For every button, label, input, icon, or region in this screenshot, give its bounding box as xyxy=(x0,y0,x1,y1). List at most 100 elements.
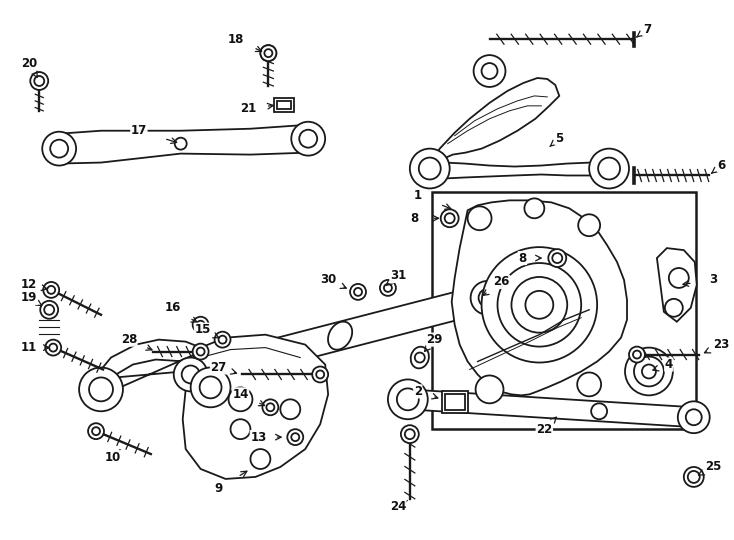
Circle shape xyxy=(316,370,324,379)
Circle shape xyxy=(688,471,700,483)
Circle shape xyxy=(266,403,275,411)
Circle shape xyxy=(261,45,276,61)
Circle shape xyxy=(512,277,567,333)
Circle shape xyxy=(634,356,664,387)
Circle shape xyxy=(40,301,58,319)
Circle shape xyxy=(684,467,704,487)
Circle shape xyxy=(552,253,562,263)
Circle shape xyxy=(642,364,656,379)
Text: 1: 1 xyxy=(414,189,422,202)
Circle shape xyxy=(299,130,317,147)
Text: 24: 24 xyxy=(390,500,406,514)
Circle shape xyxy=(174,357,208,392)
Circle shape xyxy=(261,45,276,61)
Polygon shape xyxy=(657,248,697,322)
Circle shape xyxy=(473,55,506,87)
Text: 23: 23 xyxy=(713,338,730,351)
Circle shape xyxy=(388,380,428,419)
Text: 19: 19 xyxy=(21,292,37,305)
Circle shape xyxy=(482,247,597,362)
Circle shape xyxy=(498,263,581,347)
Bar xyxy=(277,101,291,109)
Circle shape xyxy=(476,375,504,403)
Circle shape xyxy=(591,403,607,419)
Circle shape xyxy=(629,347,645,362)
Circle shape xyxy=(197,321,205,329)
Text: 21: 21 xyxy=(240,103,257,116)
Circle shape xyxy=(598,158,620,179)
Circle shape xyxy=(182,366,200,383)
Polygon shape xyxy=(432,78,559,163)
Text: 25: 25 xyxy=(705,461,722,474)
Polygon shape xyxy=(59,125,308,164)
Circle shape xyxy=(625,348,673,395)
Circle shape xyxy=(665,299,683,317)
Circle shape xyxy=(470,281,504,315)
Circle shape xyxy=(228,387,252,411)
Text: 17: 17 xyxy=(131,124,147,137)
Circle shape xyxy=(79,368,123,411)
Circle shape xyxy=(200,376,222,399)
Text: 22: 22 xyxy=(537,423,553,436)
Circle shape xyxy=(49,343,57,352)
Circle shape xyxy=(633,350,641,359)
Circle shape xyxy=(548,249,566,267)
Ellipse shape xyxy=(411,347,429,368)
Circle shape xyxy=(44,305,54,315)
Circle shape xyxy=(230,419,250,439)
Circle shape xyxy=(197,348,205,355)
Text: 18: 18 xyxy=(228,33,244,46)
Text: 29: 29 xyxy=(426,333,443,346)
Circle shape xyxy=(89,377,113,401)
Circle shape xyxy=(577,373,601,396)
Circle shape xyxy=(415,353,425,362)
Circle shape xyxy=(250,449,270,469)
Text: 10: 10 xyxy=(105,450,121,463)
Circle shape xyxy=(192,317,208,333)
Circle shape xyxy=(401,425,419,443)
Circle shape xyxy=(350,284,366,300)
Polygon shape xyxy=(183,335,328,479)
Polygon shape xyxy=(451,200,627,395)
Circle shape xyxy=(219,336,227,343)
Circle shape xyxy=(419,158,440,179)
Circle shape xyxy=(669,268,688,288)
Bar xyxy=(445,394,465,410)
Circle shape xyxy=(287,429,303,445)
Circle shape xyxy=(354,288,362,296)
Polygon shape xyxy=(93,340,206,400)
Text: 31: 31 xyxy=(390,269,406,282)
Bar xyxy=(432,192,696,429)
Circle shape xyxy=(191,368,230,407)
Circle shape xyxy=(445,213,454,223)
Circle shape xyxy=(526,291,553,319)
Circle shape xyxy=(30,72,48,90)
Text: 11: 11 xyxy=(21,341,37,354)
Circle shape xyxy=(280,400,300,419)
Circle shape xyxy=(264,49,272,57)
Circle shape xyxy=(312,367,328,382)
Circle shape xyxy=(47,286,55,294)
Circle shape xyxy=(291,433,299,441)
Ellipse shape xyxy=(328,322,352,350)
Circle shape xyxy=(468,206,492,230)
Text: 28: 28 xyxy=(120,333,137,346)
Text: 30: 30 xyxy=(320,273,336,286)
Circle shape xyxy=(43,282,59,298)
Bar xyxy=(442,392,468,413)
Circle shape xyxy=(43,132,76,166)
Circle shape xyxy=(214,332,230,348)
Circle shape xyxy=(175,138,186,150)
Circle shape xyxy=(410,148,450,188)
Circle shape xyxy=(380,280,396,296)
Circle shape xyxy=(524,198,545,218)
Circle shape xyxy=(262,400,278,415)
Circle shape xyxy=(479,289,496,307)
Circle shape xyxy=(88,423,104,439)
Text: 15: 15 xyxy=(195,323,211,336)
Circle shape xyxy=(34,76,44,86)
Circle shape xyxy=(686,409,702,425)
Text: 8: 8 xyxy=(518,252,526,265)
Text: 3: 3 xyxy=(710,273,718,286)
Circle shape xyxy=(291,122,325,156)
